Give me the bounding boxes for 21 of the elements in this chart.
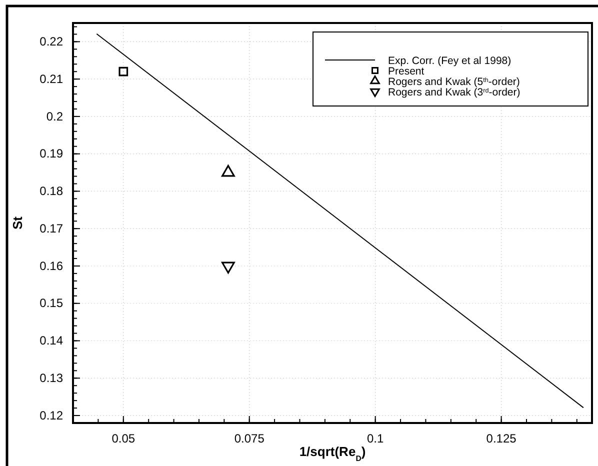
x-tick-label: 0.125 (486, 432, 517, 446)
x-tick-label: 0.1 (366, 432, 384, 446)
y-tick-label: 0.2 (46, 109, 64, 124)
y-tick-label: 0.15 (40, 296, 64, 310)
legend-label: Present (388, 66, 424, 78)
x-axis-title: 1/sqrt(Re$_{D}$) (299, 444, 366, 462)
y-tick-label: 0.19 (40, 146, 64, 161)
y-axis-title: St (10, 216, 25, 230)
y-tick-label: 0.14 (40, 334, 64, 348)
y-tick-label: 0.12 (40, 408, 64, 422)
y-tick-label: 0.21 (40, 72, 64, 86)
x-tick-label: 0.075 (234, 432, 265, 446)
y-tick-label: 0.18 (40, 184, 64, 198)
y-tick-label: 0.13 (40, 370, 64, 385)
legend-label: Rogers and Kwak (5$^{th}$-order) (388, 76, 520, 88)
legend-label: Exp. Corr. (Fey et al 1998) (388, 55, 512, 67)
y-tick-label: 0.22 (40, 34, 64, 49)
y-tick-label: 0.17 (40, 221, 64, 236)
x-tick-label: 0.05 (112, 432, 136, 446)
y-tick-label: 0.16 (40, 258, 64, 273)
legend-label: Rogers and Kwak (3$^{rd}$-order) (388, 86, 520, 98)
